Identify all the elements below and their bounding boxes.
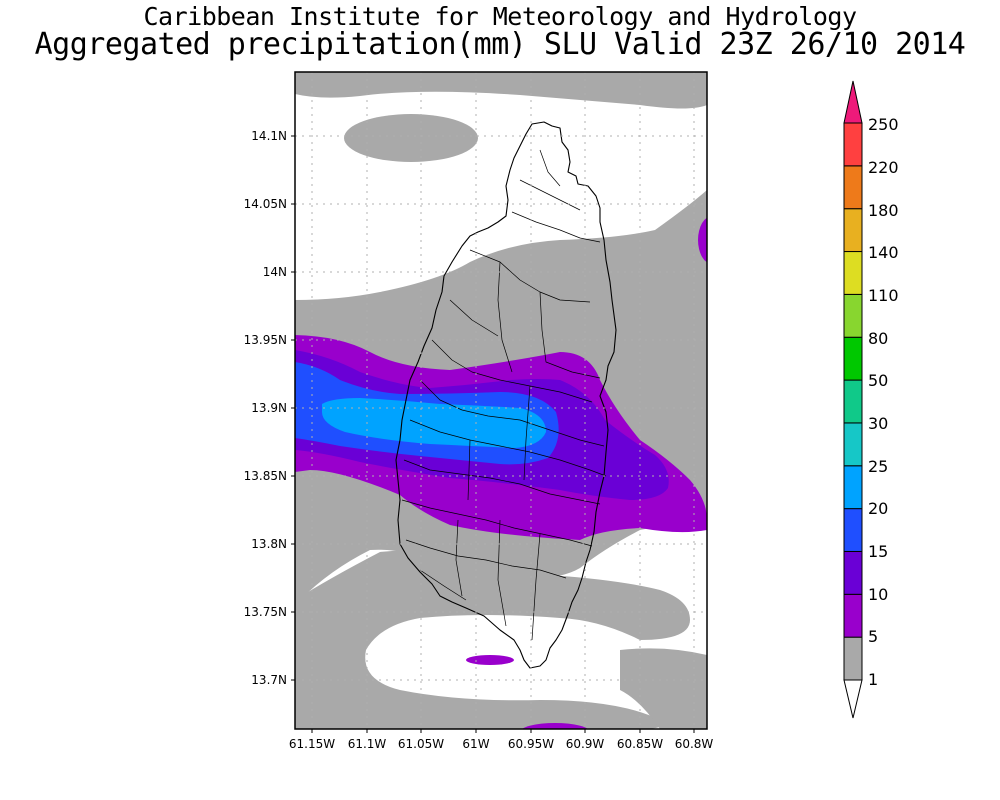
chart-title: Aggregated precipitation(mm) SLU Valid 2… [34,27,966,62]
colorbar-level-label: 110 [868,286,899,305]
colorbar-labels: 1 5 10 15 20 25 30 50 80 110 140 180 220… [868,115,899,689]
lat-label: 13.95N [244,333,287,347]
lon-label: 60.95W [508,737,554,751]
colorbar-swatch [843,122,863,167]
colorbar-level-label: 140 [868,243,899,262]
colorbar-level-label: 10 [868,585,888,604]
map-frame [294,71,708,730]
saint-lucia-outline [395,121,617,669]
lat-label: 14.05N [244,197,287,211]
map-ticks [291,135,695,733]
lat-label: 13.85N [244,469,287,483]
colorbar-level-label: 50 [868,371,888,390]
precip-bottom-blob [522,723,588,729]
colorbar-max-triangle [843,80,863,124]
map-gridlines [295,72,707,729]
colorbar-swatch [843,465,863,510]
lon-label: 60.8W [675,737,714,751]
colorbar-swatch [843,593,863,638]
precipitation-colorbar [843,80,863,719]
colorbar-swatch [843,293,863,338]
lat-label: 13.8N [251,537,287,551]
precip-south-band [295,550,690,729]
precip-south-small-blob [466,655,514,665]
precip-20-25mm-region [322,398,546,448]
precipitation-field [295,72,707,729]
lat-label: 13.9N [251,401,287,415]
colorbar-level-label: 1 [868,670,878,689]
chart-supertitle: Caribbean Institute for Meteorology and … [143,2,857,31]
colorbar-swatch [843,422,863,467]
lat-label: 14N [263,265,287,279]
precip-north-blob [344,114,478,162]
colorbar-swatch [843,336,863,381]
colorbar-level-label: 25 [868,457,888,476]
colorbar-level-label: 5 [868,627,878,646]
lon-label: 60.85W [617,737,663,751]
lon-label: 61W [462,737,489,751]
lon-label: 61.15W [289,737,335,751]
precip-east-edge-blob [698,217,707,263]
latitude-labels: 14.1N 14.05N 14N 13.95N 13.9N 13.85N 13.… [244,129,287,687]
colorbar-level-label: 180 [868,201,899,220]
island-boundaries [401,149,607,641]
colorbar-swatch [843,636,863,681]
colorbar-level-label: 20 [868,499,888,518]
colorbar-level-label: 80 [868,329,888,348]
colorbar-level-label: 220 [868,158,899,177]
colorbar-level-label: 15 [868,542,888,561]
lat-label: 13.7N [251,673,287,687]
lon-label: 61.1W [348,737,387,751]
colorbar-swatch [843,550,863,595]
lon-label: 61.05W [398,737,444,751]
precip-bottom-right [620,648,707,729]
colorbar-min-triangle [843,679,863,719]
island-coastline [395,121,617,669]
precip-top-strip [295,72,707,109]
longitude-labels: 61.15W 61.1W 61.05W 61W 60.95W 60.9W 60.… [289,737,714,751]
colorbar-swatch [843,251,863,295]
colorbar-swatch [843,165,863,210]
colorbar-level-label: 250 [868,115,899,134]
colorbar-swatch [843,508,863,552]
colorbar-swatch [843,208,863,253]
lat-label: 14.1N [251,129,287,143]
lat-label: 13.75N [244,605,287,619]
colorbar-level-label: 30 [868,414,888,433]
lon-label: 60.9W [566,737,605,751]
colorbar-swatch [843,379,863,424]
